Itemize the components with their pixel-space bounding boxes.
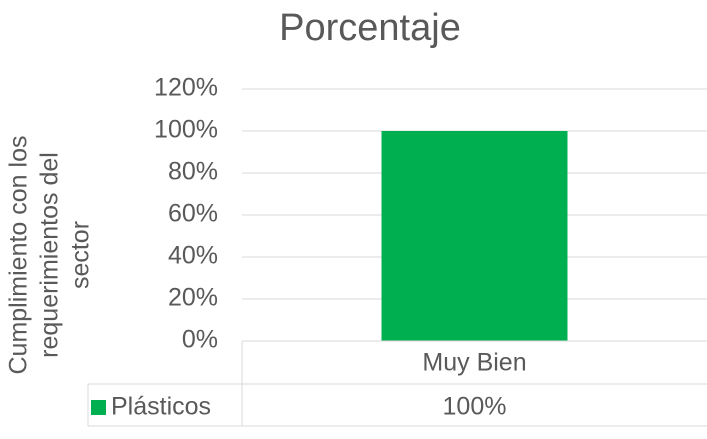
x-tick-label: Muy Bien	[422, 349, 526, 377]
y-tick-label: 40%	[168, 242, 218, 270]
legend-swatch	[91, 400, 106, 415]
chart-title: Porcentaje	[279, 7, 461, 49]
y-tick-label: 120%	[154, 74, 218, 102]
y-axis-label: Cumplimiento con los requerimientos del …	[4, 135, 95, 375]
y-tick-label: 100%	[154, 116, 218, 144]
y-tick-label: 60%	[168, 200, 218, 228]
y-tick-label: 80%	[168, 158, 218, 186]
legend-label: Plásticos	[111, 393, 211, 421]
table-value: 100%	[443, 393, 507, 421]
y-tick-label: 20%	[168, 284, 218, 312]
y-tick-label: 0%	[182, 326, 218, 354]
bar	[381, 131, 568, 341]
